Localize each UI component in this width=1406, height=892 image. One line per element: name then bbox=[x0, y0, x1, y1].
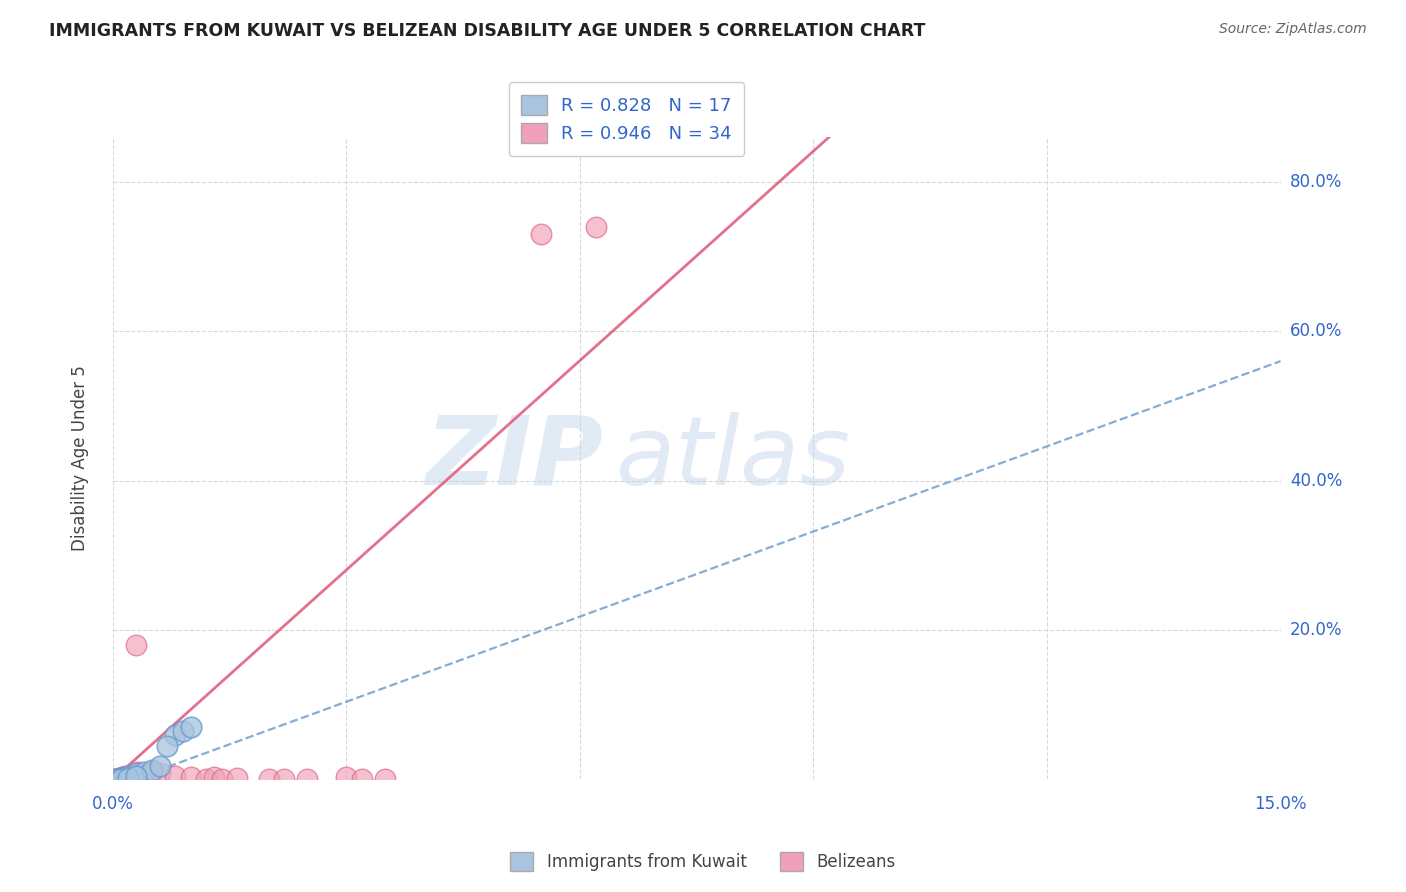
Text: 80.0%: 80.0% bbox=[1289, 173, 1343, 191]
Point bbox=[148, 759, 170, 773]
Point bbox=[108, 772, 131, 787]
Point bbox=[117, 769, 139, 783]
Text: IMMIGRANTS FROM KUWAIT VS BELIZEAN DISABILITY AGE UNDER 5 CORRELATION CHART: IMMIGRANTS FROM KUWAIT VS BELIZEAN DISAB… bbox=[49, 22, 925, 40]
Point bbox=[112, 771, 135, 785]
Point bbox=[273, 772, 295, 787]
Point bbox=[108, 771, 131, 785]
Point bbox=[530, 227, 553, 242]
Point bbox=[114, 772, 136, 787]
Point bbox=[110, 772, 132, 786]
Point bbox=[105, 772, 128, 787]
Text: 60.0%: 60.0% bbox=[1289, 322, 1343, 340]
Y-axis label: Disability Age Under 5: Disability Age Under 5 bbox=[72, 366, 89, 551]
Text: atlas: atlas bbox=[614, 412, 851, 505]
Point bbox=[110, 772, 132, 787]
Point bbox=[103, 772, 125, 787]
Point bbox=[117, 769, 139, 783]
Point bbox=[132, 764, 155, 779]
Point bbox=[148, 766, 170, 780]
Point bbox=[226, 771, 249, 785]
Point bbox=[121, 769, 143, 783]
Point bbox=[125, 766, 148, 780]
Point bbox=[110, 772, 132, 786]
Point bbox=[202, 770, 225, 784]
Point bbox=[141, 764, 163, 778]
Text: 20.0%: 20.0% bbox=[1289, 621, 1343, 639]
Point bbox=[165, 728, 187, 742]
Legend: Immigrants from Kuwait, Belizeans: Immigrants from Kuwait, Belizeans bbox=[502, 843, 904, 880]
Point bbox=[180, 770, 202, 784]
Point bbox=[172, 723, 194, 738]
Point bbox=[374, 772, 396, 787]
Point bbox=[165, 769, 187, 783]
Point bbox=[125, 769, 148, 783]
Point bbox=[111, 770, 134, 784]
Point bbox=[118, 770, 141, 784]
Point bbox=[110, 771, 132, 785]
Point bbox=[180, 720, 202, 734]
Point bbox=[114, 769, 136, 783]
Text: 15.0%: 15.0% bbox=[1254, 796, 1306, 814]
Point bbox=[104, 772, 127, 786]
Point bbox=[335, 770, 357, 784]
Text: Source: ZipAtlas.com: Source: ZipAtlas.com bbox=[1219, 22, 1367, 37]
Point bbox=[156, 739, 179, 753]
Point bbox=[105, 772, 128, 787]
Point bbox=[141, 764, 163, 779]
Point bbox=[297, 772, 319, 787]
Point bbox=[257, 772, 280, 787]
Point bbox=[107, 772, 129, 787]
Point bbox=[127, 764, 149, 779]
Point bbox=[117, 771, 139, 785]
Text: ZIP: ZIP bbox=[426, 412, 603, 505]
Point bbox=[585, 219, 607, 234]
Legend: R = 0.828   N = 17, R = 0.946   N = 34: R = 0.828 N = 17, R = 0.946 N = 34 bbox=[509, 82, 744, 156]
Point bbox=[125, 638, 148, 652]
Point bbox=[350, 772, 373, 787]
Text: 0.0%: 0.0% bbox=[91, 796, 134, 814]
Point bbox=[195, 772, 218, 787]
Point bbox=[211, 772, 233, 787]
Point bbox=[105, 772, 128, 786]
Point bbox=[114, 770, 136, 784]
Point bbox=[132, 769, 155, 783]
Point bbox=[125, 767, 148, 781]
Text: 40.0%: 40.0% bbox=[1289, 472, 1343, 490]
